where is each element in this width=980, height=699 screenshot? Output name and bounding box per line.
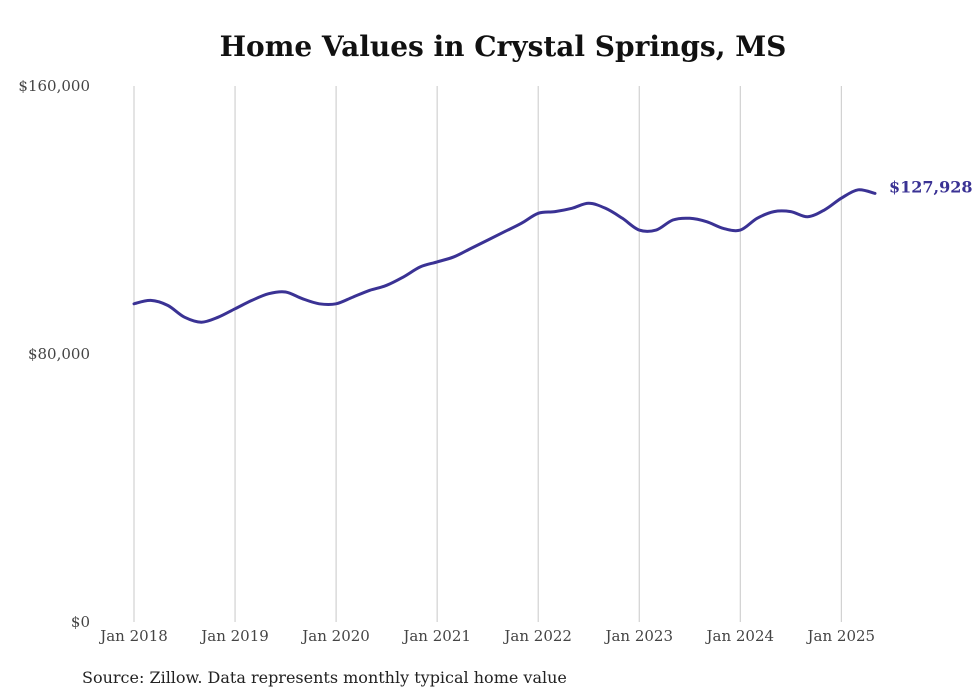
x-tick-label: Jan 2025 — [806, 627, 876, 645]
home-value-line — [132, 188, 877, 324]
y-tick-label: $160,000 — [18, 77, 90, 95]
x-tick-label: Jan 2021 — [401, 627, 471, 645]
latest-value-label: $127,928 — [889, 177, 973, 196]
x-tick-label: Jan 2022 — [502, 627, 572, 645]
x-tick-label: Jan 2024 — [704, 627, 774, 645]
y-tick-label: $80,000 — [28, 345, 90, 363]
chart-title: Home Values in Crystal Springs, MS — [219, 30, 787, 63]
x-tick-label: Jan 2018 — [98, 627, 168, 645]
x-tick-label: Jan 2023 — [603, 627, 673, 645]
y-tick-label: $0 — [71, 613, 90, 631]
x-tick-label: Jan 2019 — [199, 627, 269, 645]
x-gridlines — [133, 86, 842, 622]
y-axis-ticks: $0 $80,000 $160,000 — [18, 77, 90, 631]
source-note: Source: Zillow. Data represents monthly … — [82, 668, 567, 687]
x-axis-ticks: Jan 2018 Jan 2019 Jan 2020 Jan 2021 Jan 2022… — [98, 627, 875, 645]
x-tick-label: Jan 2020 — [300, 627, 370, 645]
